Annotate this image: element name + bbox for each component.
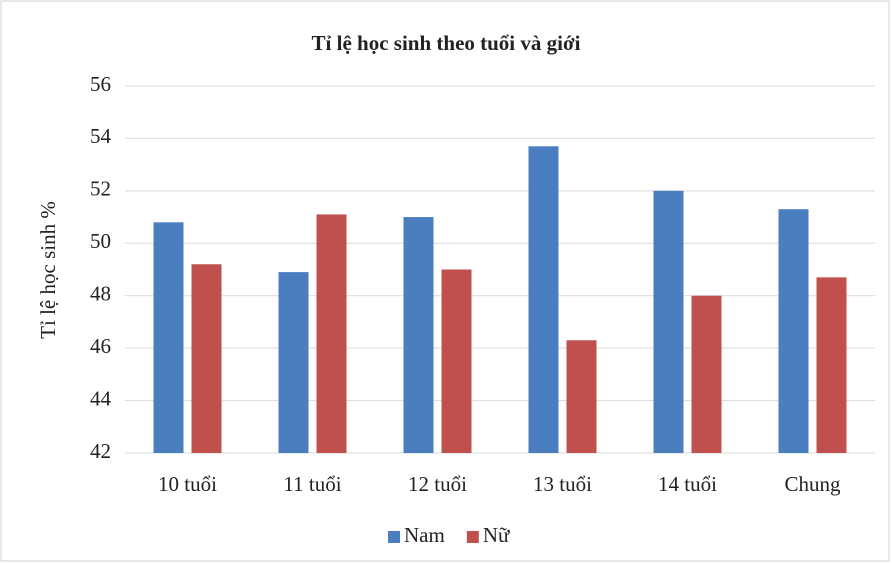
bar [653,190,684,453]
y-tick-label: 56 [90,72,111,96]
bar [403,217,434,453]
bar [778,209,809,453]
legend-swatch [466,531,479,543]
x-tick-label: Chung [784,472,841,496]
chart-title: Tỉ lệ học sinh theo tuổi và giới [312,31,581,55]
y-tick-label: 46 [90,334,111,358]
x-tick-label: 13 tuổi [533,472,592,496]
y-tick-label: 42 [90,439,111,463]
y-tick-label: 50 [90,229,111,253]
bar [316,214,347,453]
bar [566,340,597,453]
bar [191,264,222,453]
bar [153,222,184,453]
legend-swatch [388,531,400,543]
x-tick-label: 14 tuổi [658,472,717,496]
legend-label: Nữ [483,523,510,547]
y-tick-label: 44 [90,386,112,410]
bar [816,277,847,453]
y-tick-label: 54 [90,124,112,148]
legend-label: Nam [404,523,445,547]
x-tick-label: 11 tuổi [283,472,341,496]
bar [691,295,722,453]
bar [278,272,309,453]
bar [441,269,472,453]
y-tick-label: 52 [90,177,111,201]
y-tick-label: 48 [90,282,111,306]
bar [528,146,559,454]
y-axis-label: Tỉ lệ học sinh % [36,201,60,339]
x-tick-label: 10 tuổi [158,472,217,496]
x-tick-label: 12 tuổi [408,472,467,496]
